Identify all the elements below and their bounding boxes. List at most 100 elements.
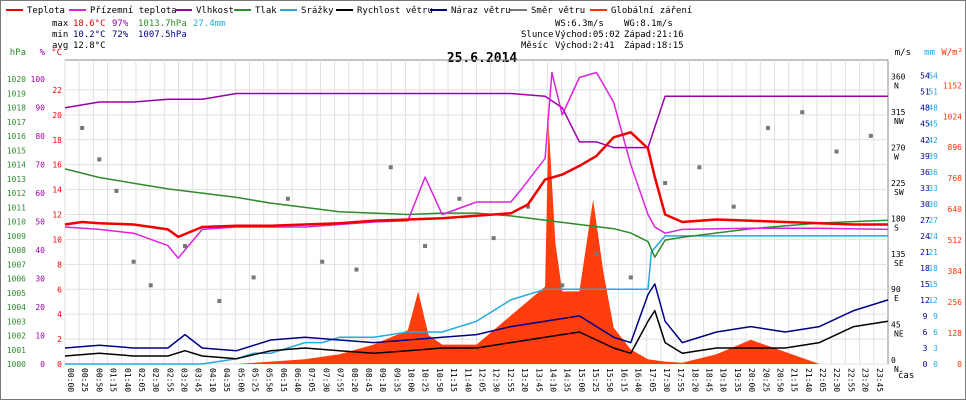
- radiation-tick: 384: [948, 267, 963, 276]
- hpa-axis-tick: 1007: [7, 260, 26, 269]
- rain-tick: 51: [928, 88, 938, 97]
- x-tick-label: 10:25: [421, 368, 430, 392]
- x-tick-label: 14:35: [563, 368, 572, 392]
- wind-tick: 30: [920, 200, 930, 209]
- x-tick-label: 12:55: [506, 368, 515, 392]
- hpa-axis-tick: 1018: [7, 104, 26, 113]
- x-tick-label: 09:10: [378, 368, 387, 392]
- x-tick-label: 23:45: [875, 368, 884, 392]
- legend-naraz-vetru: Náraz větru: [451, 6, 511, 16]
- wind-tick: 54: [920, 72, 930, 81]
- x-tick-label: 08:45: [364, 368, 373, 392]
- rain-tick: 24: [928, 232, 938, 241]
- x-tick-label: 17:55: [676, 368, 685, 392]
- percent-axis-tick: 70: [35, 161, 45, 170]
- legend-vlhkost: Vlhkost: [196, 6, 234, 16]
- hpa-axis-tick: 1003: [7, 317, 26, 326]
- celsius-axis-tick: 6: [57, 285, 62, 294]
- x-tick-label: 21:15: [790, 368, 799, 392]
- percent-axis-tick: 50: [35, 218, 45, 227]
- x-tick-label: 06:15: [279, 368, 288, 392]
- x-tick-label: 11:15: [449, 368, 458, 392]
- wind-tick: 12: [920, 296, 930, 305]
- series-smer-vetru-point: [731, 204, 736, 209]
- wind-tick: 24: [920, 232, 930, 241]
- x-tick-label: 08:20: [350, 368, 359, 392]
- series-smer-vetru-point: [285, 196, 290, 201]
- legend-rychlost-vetru: Rychlost větru: [357, 6, 433, 16]
- celsius-axis-tick: 10: [52, 235, 62, 244]
- axes: 00:00 00:25 00:50 01:15 01:40 02:05 02:30 02:55…: [7, 48, 963, 392]
- x-tick-label: 22:55: [846, 368, 855, 392]
- chart-title: 25.6.2014: [447, 51, 518, 66]
- radiation-axis-label: W/m²: [941, 48, 963, 58]
- hpa-axis-tick: 1013: [7, 175, 26, 184]
- series-smer-vetru-point: [765, 125, 770, 130]
- series-smer-vetru-point: [800, 110, 805, 115]
- radiation-tick: 0: [957, 360, 962, 369]
- x-tick-label: 20:00: [747, 368, 756, 392]
- rain-tick: 3: [933, 344, 938, 353]
- hpa-axis-tick: 1008: [7, 246, 26, 255]
- stat-sun-set: Západ:21:16: [624, 30, 684, 40]
- series-smer-vetru-point: [320, 259, 325, 264]
- series-smer-vetru-point: [834, 149, 839, 154]
- hpa-axis-tick: 1016: [7, 132, 26, 141]
- hpa-axis-label: hPa: [10, 48, 26, 58]
- direction-tick: 180: [891, 214, 906, 223]
- direction-tick: 90: [891, 285, 901, 294]
- stat-max-hum: 97%: [112, 19, 129, 29]
- legend-prizemni-teplota: Přízemní teplota: [90, 6, 177, 16]
- percent-axis-tick: 80: [35, 132, 45, 141]
- direction-tick: 315: [891, 108, 906, 117]
- x-tick-label: 04:10: [208, 368, 217, 392]
- celsius-axis-tick: 8: [57, 260, 62, 269]
- rain-tick: 42: [928, 136, 938, 145]
- radiation-tick: 256: [948, 298, 963, 307]
- stat-max-label: max: [52, 19, 69, 29]
- series-smer-vetru-point: [217, 299, 222, 304]
- celsius-axis-tick: 12: [52, 211, 62, 220]
- wind-tick: 51: [920, 88, 930, 97]
- wind-tick: 21: [920, 248, 930, 257]
- legend-tlak: Tlak: [255, 6, 277, 16]
- direction-tick-label: S: [894, 223, 899, 232]
- x-tick-label: 13:20: [520, 368, 529, 392]
- x-tick-label: 06:40: [293, 368, 302, 392]
- hpa-axis-tick: 1002: [7, 332, 26, 341]
- radiation-tick: 768: [948, 174, 963, 183]
- x-tick-label: 22:30: [832, 368, 841, 392]
- x-tick-label: 18:20: [690, 368, 699, 392]
- x-tick-label: 00:25: [80, 368, 89, 392]
- x-tick-label: 17:05: [648, 368, 657, 392]
- direction-tick-label: E: [894, 294, 899, 303]
- series-smer-vetru-point: [525, 204, 530, 209]
- series-vlhkost-line: [64, 92, 888, 149]
- x-tick-label: 07:05: [307, 368, 316, 392]
- x-tick-label: 03:45: [194, 368, 203, 392]
- rain-tick: 27: [928, 216, 938, 225]
- x-tick-label: 19:10: [719, 368, 728, 392]
- rain-tick: 33: [928, 184, 938, 193]
- series-smer-vetru-point: [80, 125, 85, 130]
- direction-tick: 135: [891, 250, 906, 259]
- hpa-axis-tick: 1005: [7, 289, 26, 298]
- celsius-axis-label: °C: [51, 48, 62, 58]
- hpa-axis-tick: 1006: [7, 275, 26, 284]
- series-smer-vetru-point: [183, 243, 188, 248]
- direction-tick: 225: [891, 179, 906, 188]
- direction-tick-label: N: [894, 82, 899, 91]
- wind-tick: 15: [920, 280, 930, 289]
- series-smer-vetru-point: [114, 188, 119, 193]
- direction-tick-label: SE: [894, 259, 904, 268]
- direction-tick: 360: [891, 73, 906, 82]
- radiation-tick: 896: [948, 143, 963, 152]
- legend-smer-vetru: Směr větru: [531, 6, 585, 16]
- wind-tick: 0: [923, 360, 928, 369]
- celsius-axis-tick: 0: [57, 360, 62, 369]
- hpa-axis-tick: 1004: [7, 303, 26, 312]
- x-tick-label: 05:50: [265, 368, 274, 392]
- hpa-axis-tick: 1017: [7, 118, 26, 127]
- series-smer-vetru-point: [594, 251, 599, 256]
